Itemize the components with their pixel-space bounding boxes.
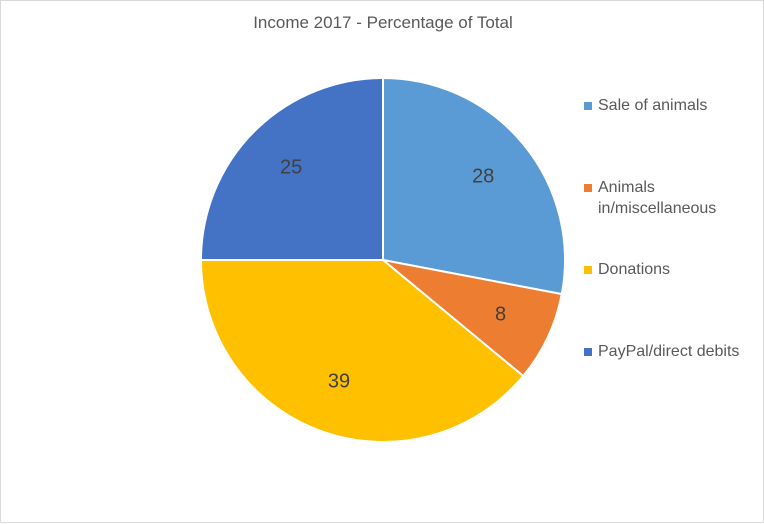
data-label: 39 [328, 371, 350, 393]
legend-item-animals-in-miscellaneous: Animals in/miscellaneous [584, 177, 760, 219]
data-label: 8 [495, 304, 506, 326]
legend-label: Donations [598, 261, 671, 278]
pie-slice-animals-in-miscellaneous [382, 259, 563, 378]
legend-label: Sale of animals [598, 97, 708, 114]
legend-swatch [584, 102, 592, 110]
pie-slice-sale-of-animals [382, 76, 566, 296]
legend-label: PayPal/direct debits [598, 343, 740, 360]
legend-item-paypal-direct-debits: PayPal/direct debits [584, 341, 760, 362]
data-label: 28 [472, 165, 494, 187]
legend-label: Animals in/miscellaneous [598, 179, 717, 217]
legend-swatch [584, 348, 592, 356]
legend-swatch [584, 266, 592, 274]
chart-title: Income 2017 - Percentage of Total [253, 13, 513, 32]
pie-slice-paypal-direct-debits [199, 76, 384, 261]
data-label: 25 [280, 156, 302, 178]
legend-item-donations: Donations [584, 259, 760, 280]
pie-slice-donations [199, 259, 525, 443]
legend-swatch [584, 184, 592, 192]
legend-item-sale-of-animals: Sale of animals [584, 95, 760, 116]
